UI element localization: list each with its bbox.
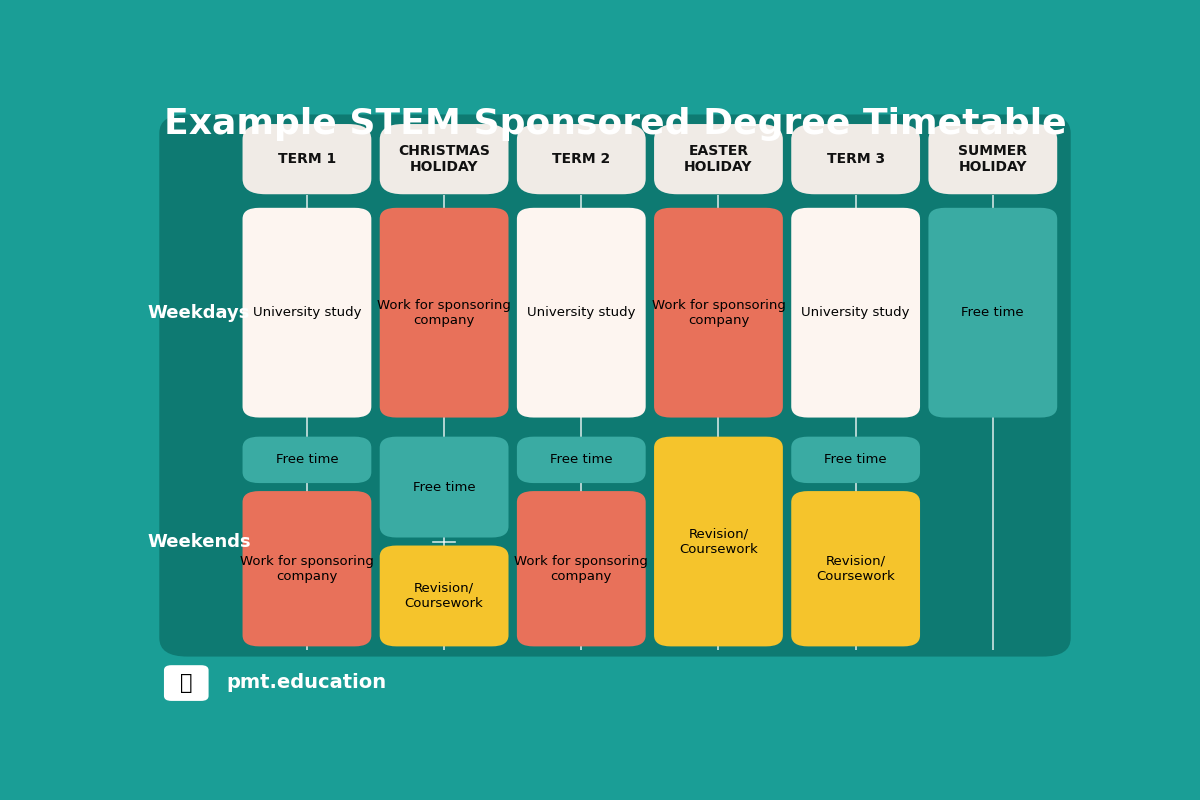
Text: Free time: Free time — [961, 306, 1024, 319]
FancyBboxPatch shape — [160, 114, 1070, 657]
Text: Free time: Free time — [413, 481, 475, 494]
FancyBboxPatch shape — [791, 437, 920, 483]
FancyBboxPatch shape — [654, 124, 782, 194]
FancyBboxPatch shape — [517, 491, 646, 646]
Text: Free time: Free time — [824, 454, 887, 466]
Text: SUMMER
HOLIDAY: SUMMER HOLIDAY — [959, 144, 1027, 174]
FancyBboxPatch shape — [242, 491, 371, 646]
Text: CHRISTMAS
HOLIDAY: CHRISTMAS HOLIDAY — [398, 144, 490, 174]
Text: Work for sponsoring
company: Work for sponsoring company — [515, 554, 648, 582]
FancyBboxPatch shape — [379, 437, 509, 538]
FancyBboxPatch shape — [242, 124, 371, 194]
Text: EASTER
HOLIDAY: EASTER HOLIDAY — [684, 144, 752, 174]
Text: 🏺: 🏺 — [180, 673, 192, 693]
FancyBboxPatch shape — [242, 437, 371, 483]
FancyBboxPatch shape — [791, 208, 920, 418]
Text: Free time: Free time — [550, 454, 613, 466]
FancyBboxPatch shape — [242, 208, 371, 418]
FancyBboxPatch shape — [379, 124, 509, 194]
FancyBboxPatch shape — [379, 546, 509, 646]
FancyBboxPatch shape — [791, 124, 920, 194]
Text: Example STEM Sponsored Degree Timetable: Example STEM Sponsored Degree Timetable — [163, 106, 1067, 141]
Text: TERM 2: TERM 2 — [552, 152, 611, 166]
Text: Revision/
Coursework: Revision/ Coursework — [404, 582, 484, 610]
FancyBboxPatch shape — [654, 208, 782, 418]
FancyBboxPatch shape — [929, 208, 1057, 418]
FancyBboxPatch shape — [517, 124, 646, 194]
FancyBboxPatch shape — [517, 208, 646, 418]
FancyBboxPatch shape — [791, 491, 920, 646]
Text: Work for sponsoring
company: Work for sponsoring company — [240, 554, 374, 582]
FancyBboxPatch shape — [164, 665, 209, 701]
Text: University study: University study — [802, 306, 910, 319]
Text: pmt.education: pmt.education — [227, 673, 386, 692]
Text: TERM 1: TERM 1 — [278, 152, 336, 166]
FancyBboxPatch shape — [517, 437, 646, 483]
Text: Free time: Free time — [276, 454, 338, 466]
Text: Revision/
Coursework: Revision/ Coursework — [679, 527, 758, 555]
Text: Weekends: Weekends — [148, 533, 251, 550]
FancyBboxPatch shape — [654, 437, 782, 646]
Text: Work for sponsoring
company: Work for sponsoring company — [377, 298, 511, 326]
Text: University study: University study — [253, 306, 361, 319]
Text: Revision/
Coursework: Revision/ Coursework — [816, 554, 895, 582]
Text: TERM 3: TERM 3 — [827, 152, 884, 166]
FancyBboxPatch shape — [379, 208, 509, 418]
Text: Weekdays: Weekdays — [148, 304, 250, 322]
Text: Work for sponsoring
company: Work for sponsoring company — [652, 298, 785, 326]
Text: University study: University study — [527, 306, 636, 319]
FancyBboxPatch shape — [929, 124, 1057, 194]
